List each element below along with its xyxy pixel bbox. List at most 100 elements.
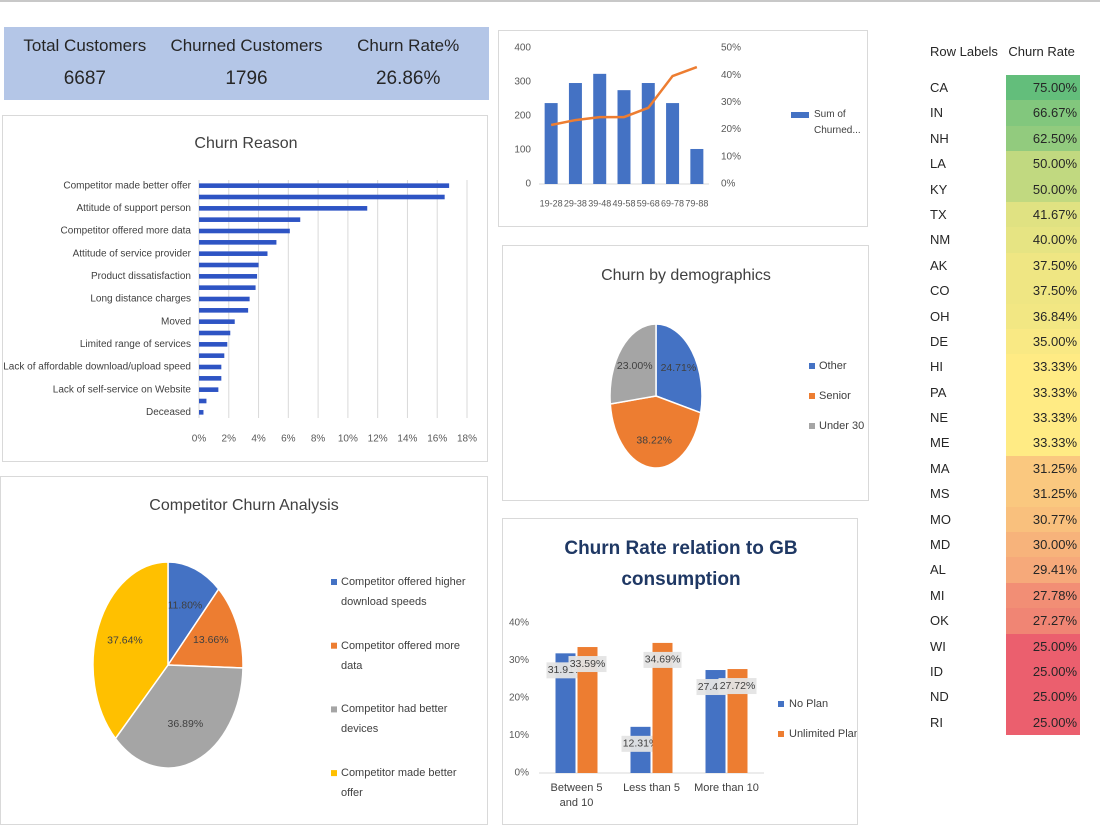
state-cell: AK [930,257,948,273]
bar [199,251,268,256]
rate-cell: 36.84% [1006,303,1080,329]
legend-label-box: Competitor made better offer [341,767,457,799]
legend-marker [778,701,784,707]
table-row: MS 31.25% [925,481,1080,507]
state-cell: NE [930,410,949,426]
x-tick-label: 6% [281,434,296,445]
kpi-value: 6687 [63,68,106,89]
state-cell: OH [930,308,950,324]
x-tick-label: Between 5 and 10 [550,782,603,809]
y-tick-label: 0% [515,768,530,779]
chart: Churn Rate relation to GB consumption 0% 1… [509,538,860,809]
x-tick-label: 18% [457,434,477,445]
kpi-label: Churned Customers [170,36,323,55]
x-tick-label: 10% [338,434,358,445]
x-tick-label: 49-58 [612,198,635,208]
pie-slice [609,395,702,469]
data-label: 34.69% [645,654,681,666]
bar [199,274,258,279]
table-row: ID 25.00% [925,658,1080,685]
data-label-bg [621,735,660,752]
bar [617,90,631,184]
bar [577,647,598,773]
panel: Churn by demographics 24.71% 38.22% 23.00% O… [502,245,869,501]
bar [568,83,582,184]
y-category-label: Lack of self-service on Website [53,384,192,395]
table-row: ME 33.33% [925,430,1080,456]
state-cell: AL [930,562,946,578]
header-cell: Row Labels [930,44,998,60]
chart: Competitor Churn Analysis 11.80% 13.66% 36.… [92,497,466,799]
rate-cell: 30.00% [1006,532,1080,558]
state-cell: TX [930,206,947,222]
rate-cell: 30.77% [1006,506,1080,533]
legend-label: Competitor had better devices [341,703,448,736]
x-tick-label: 12% [368,434,388,445]
bar [199,194,445,200]
legend-marker [809,423,815,429]
bar [199,262,259,268]
x-tick-label: 14% [397,434,417,445]
state-cell: HI [930,359,943,375]
x-tick-label: 79-88 [685,198,708,208]
data-label: 12.31% [623,738,659,750]
rate-cell: 33.33% [1006,379,1080,406]
chart-title: Churn Reason [194,135,297,152]
x-tick-label: More than 10 [694,782,759,794]
panel: 0 100 200 300 400 0% 10% 20% 30% 40% 50% 19-28 29-38… [498,30,868,227]
y-category-label: Competitor offered more data [61,226,192,237]
legend-label-box: Competitor offered higher download speed… [341,576,466,608]
state-cell: ID [930,663,943,679]
chart: 0 100 200 300 400 0% 10% 20% 30% 40% 50% 19-28 29-38… [514,43,860,209]
legend-label: Competitor offered more data [341,639,461,672]
y2-tick-label: 20% [721,124,741,135]
data-label: 33.59% [570,658,606,670]
table-row: NH 62.50% [925,125,1080,152]
pie-slice [609,323,657,405]
rate-cell: 31.25% [1006,455,1080,482]
state-cell: MD [930,537,951,553]
rate-cell: 62.50% [1006,125,1080,152]
state-cell: MO [930,511,951,527]
table-row: ND 25.00% [925,684,1080,710]
bar [666,103,680,184]
bar [199,217,301,222]
y2-tick-label: 0% [721,179,736,190]
table-row: MA 31.25% [925,455,1080,482]
bar [641,83,655,184]
state-cell: RI [930,714,943,730]
chart-title: Competitor Churn Analysis [149,497,338,514]
x-tick-label: 19-28 [540,198,563,208]
y-category-label: Product dissatisfaction [91,271,191,282]
table-row: RI 25.00% [925,709,1080,736]
y-tick-label: 400 [514,43,531,54]
table-row: CA 75.00% [925,75,1080,101]
y2-tick-label: 30% [721,97,741,108]
kpi-bar: Total Customers 6687 Churned Customers 1… [4,27,489,100]
y-category-label: Deceased [146,407,191,418]
panel: Churn Rate relation to GB consumption 0% 1… [502,518,860,825]
y-tick-label: 10% [509,730,529,741]
state-cell: MA [930,460,950,476]
table-row: DE 35.00% [925,328,1080,355]
table-row: MD 30.00% [925,532,1080,558]
bar [555,653,576,773]
rate-cell: 41.67% [1006,201,1080,228]
x-tick-label-box: Less than 5 [623,782,680,794]
legend-label: No Plan [789,698,829,710]
state-cell: MS [930,486,950,502]
state-cell: CO [930,283,950,299]
kpi: Total Customers 6687 [4,27,166,100]
churn-table: Row Labels Churn Rate CA 75.00% IN 66.67% NH… [925,40,1080,736]
data-label: 13.66% [193,634,229,646]
y-category-label: Attitude of service provider [73,248,192,259]
state-cell: PA [930,384,947,400]
y-category-label: Long distance charges [90,294,191,305]
legend-marker [791,112,809,118]
rate-cell: 50.00% [1006,151,1080,177]
bar [652,642,673,773]
y-tick-label: 0 [525,179,531,190]
chart: Churn by demographics 24.71% 38.22% 23.00% O… [601,267,864,469]
table-row: TX 41.67% [925,201,1080,228]
x-tick-label: 16% [427,434,447,445]
